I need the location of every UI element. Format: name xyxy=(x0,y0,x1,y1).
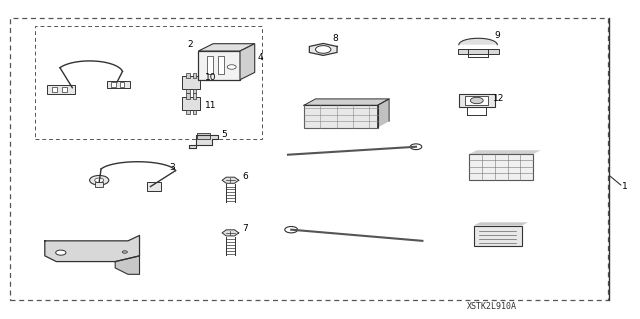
Polygon shape xyxy=(222,177,239,183)
Circle shape xyxy=(470,97,483,104)
Polygon shape xyxy=(115,256,140,274)
Bar xyxy=(186,73,190,78)
Polygon shape xyxy=(459,38,497,45)
Text: 3: 3 xyxy=(170,163,175,172)
Bar xyxy=(459,94,495,107)
Bar xyxy=(193,110,196,114)
Circle shape xyxy=(285,226,298,233)
Bar xyxy=(107,81,130,88)
Text: 12: 12 xyxy=(493,94,504,103)
Polygon shape xyxy=(309,43,337,56)
Circle shape xyxy=(316,46,331,53)
Bar xyxy=(197,133,210,139)
Polygon shape xyxy=(474,222,528,226)
Bar xyxy=(474,226,522,246)
Bar xyxy=(62,86,67,92)
Bar xyxy=(186,110,190,114)
Bar xyxy=(47,85,75,93)
Bar xyxy=(95,182,103,187)
Text: 1: 1 xyxy=(622,182,628,191)
Circle shape xyxy=(227,65,236,69)
Bar xyxy=(465,96,488,105)
Polygon shape xyxy=(240,44,255,80)
Polygon shape xyxy=(198,44,255,51)
Bar xyxy=(186,89,190,93)
Bar xyxy=(120,82,124,87)
Circle shape xyxy=(95,178,104,182)
Text: 5: 5 xyxy=(221,130,227,139)
Polygon shape xyxy=(304,99,389,105)
Polygon shape xyxy=(189,135,218,148)
Text: 8: 8 xyxy=(333,34,339,43)
Text: XSTK2L910A: XSTK2L910A xyxy=(467,302,517,311)
Bar xyxy=(193,73,196,78)
Bar xyxy=(218,56,224,74)
Circle shape xyxy=(56,250,66,255)
Text: 10: 10 xyxy=(205,73,216,82)
Text: 2: 2 xyxy=(188,40,193,48)
Text: 11: 11 xyxy=(205,101,216,110)
Polygon shape xyxy=(45,235,140,262)
Circle shape xyxy=(90,175,109,185)
Bar xyxy=(193,93,196,99)
Circle shape xyxy=(410,144,422,150)
Text: 7: 7 xyxy=(242,224,248,233)
Bar xyxy=(193,89,196,93)
Text: 4: 4 xyxy=(257,53,263,62)
Bar xyxy=(52,86,58,92)
Polygon shape xyxy=(378,99,389,128)
Bar xyxy=(469,154,533,180)
Bar xyxy=(198,51,240,80)
Text: 9: 9 xyxy=(494,31,500,40)
Bar xyxy=(458,49,499,54)
Polygon shape xyxy=(469,150,541,154)
Bar xyxy=(10,18,608,300)
Bar xyxy=(35,26,262,139)
Bar xyxy=(111,82,115,87)
Polygon shape xyxy=(222,230,239,236)
Bar xyxy=(182,97,200,110)
Bar xyxy=(304,105,378,128)
Text: 6: 6 xyxy=(242,172,248,181)
Circle shape xyxy=(122,251,127,253)
Bar xyxy=(186,93,190,99)
Bar xyxy=(147,182,161,191)
Bar xyxy=(182,76,200,89)
Bar xyxy=(207,56,213,74)
